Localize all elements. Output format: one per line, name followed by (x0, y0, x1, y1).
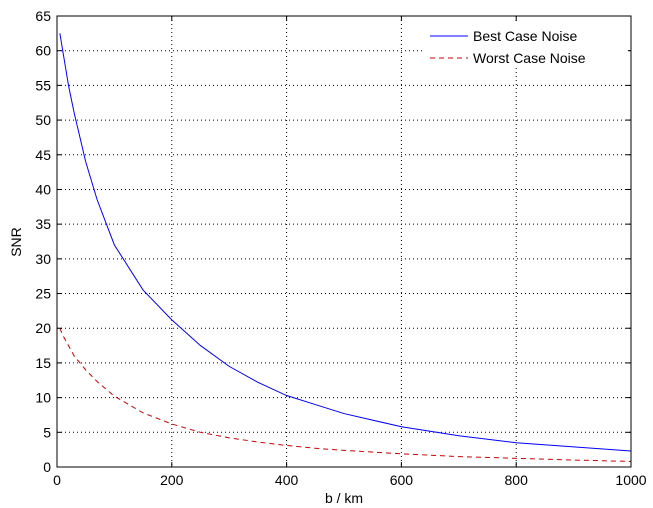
y-tick-label: 50 (35, 112, 51, 128)
y-tick-labels: 0 5 10 15 20 25 30 35 40 45 50 55 60 65 (35, 8, 51, 475)
x-tick-label: 400 (275, 472, 299, 488)
y-tick-label: 5 (43, 424, 51, 440)
legend-box (422, 22, 628, 68)
series-layer (59, 33, 632, 462)
y-tick-label: 30 (35, 251, 51, 267)
x-tick-label: 0 (53, 472, 61, 488)
y-tick-label: 10 (35, 390, 51, 406)
y-tick-label: 65 (35, 8, 51, 24)
legend-label-worst: Worst Case Noise (473, 50, 586, 66)
y-tick-label: 45 (35, 147, 51, 163)
y-tick-label: 55 (35, 77, 51, 93)
series-line-worst-case (59, 328, 632, 462)
plot-frame (56, 15, 632, 468)
y-tick-label: 60 (35, 43, 51, 59)
x-tick-label: 1000 (615, 472, 646, 488)
y-tick-label: 35 (35, 216, 51, 232)
x-axis-label: b / km (325, 490, 363, 506)
series-line-best-case (59, 33, 632, 452)
x-tick-labels: 0 200 400 600 800 1000 (53, 472, 647, 488)
y-tick-label: 25 (35, 286, 51, 302)
x-tick-label: 800 (505, 472, 529, 488)
y-tick-label: 0 (43, 459, 51, 475)
ticks (56, 15, 632, 468)
legend: Best Case Noise Worst Case Noise (422, 22, 628, 68)
legend-label-best: Best Case Noise (473, 28, 577, 44)
x-tick-label: 600 (390, 472, 414, 488)
plot-area (57, 16, 631, 467)
x-tick-label: 200 (160, 472, 184, 488)
y-tick-label: 40 (35, 181, 51, 197)
y-tick-label: 15 (35, 355, 51, 371)
y-axis-label: SNR (8, 227, 24, 257)
y-tick-label: 20 (35, 320, 51, 336)
